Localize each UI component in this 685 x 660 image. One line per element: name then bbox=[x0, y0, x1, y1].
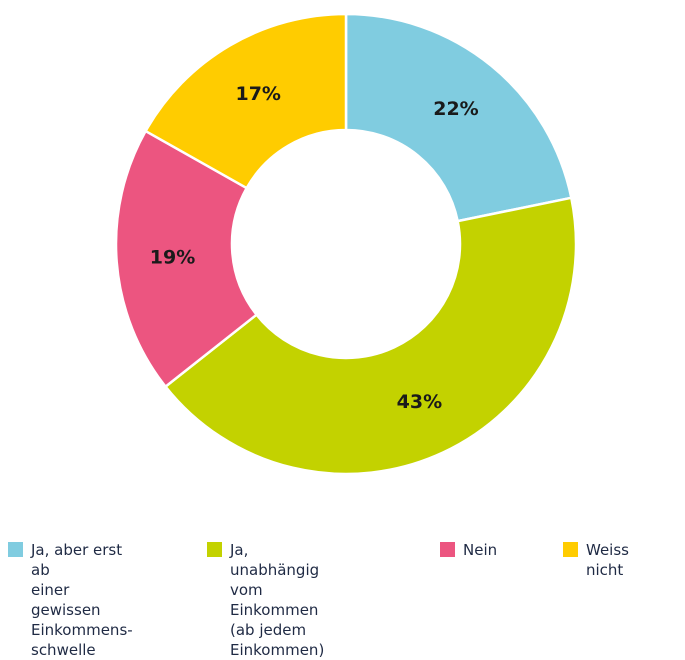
donut-slice bbox=[144, 12, 348, 190]
legend-swatch-icon bbox=[563, 542, 578, 557]
slice-data-label: 43% bbox=[397, 391, 442, 413]
legend-label: Nein bbox=[463, 541, 498, 559]
legend-swatch-icon bbox=[207, 542, 222, 557]
legend-label: Ja, aber erst ab einer gewissen Einkomme… bbox=[31, 541, 133, 659]
legend-label: Weiss nicht bbox=[586, 541, 629, 579]
chart-legend: Ja, aber erst ab einer gewissen Einkomme… bbox=[0, 540, 685, 659]
legend-swatch-icon bbox=[8, 542, 23, 557]
slice-data-label: 22% bbox=[433, 98, 478, 120]
donut-slice bbox=[114, 129, 258, 388]
donut-chart: 22% 43% 19% 17% bbox=[114, 12, 578, 476]
legend-label: Ja, unabhängig vom Einkommen (ab jedem E… bbox=[230, 541, 325, 659]
donut-slice bbox=[344, 12, 573, 223]
slice-data-label: 19% bbox=[150, 247, 195, 269]
legend-swatch-icon bbox=[440, 542, 455, 557]
slice-data-label: 17% bbox=[235, 83, 280, 105]
donut-slice bbox=[164, 196, 578, 476]
